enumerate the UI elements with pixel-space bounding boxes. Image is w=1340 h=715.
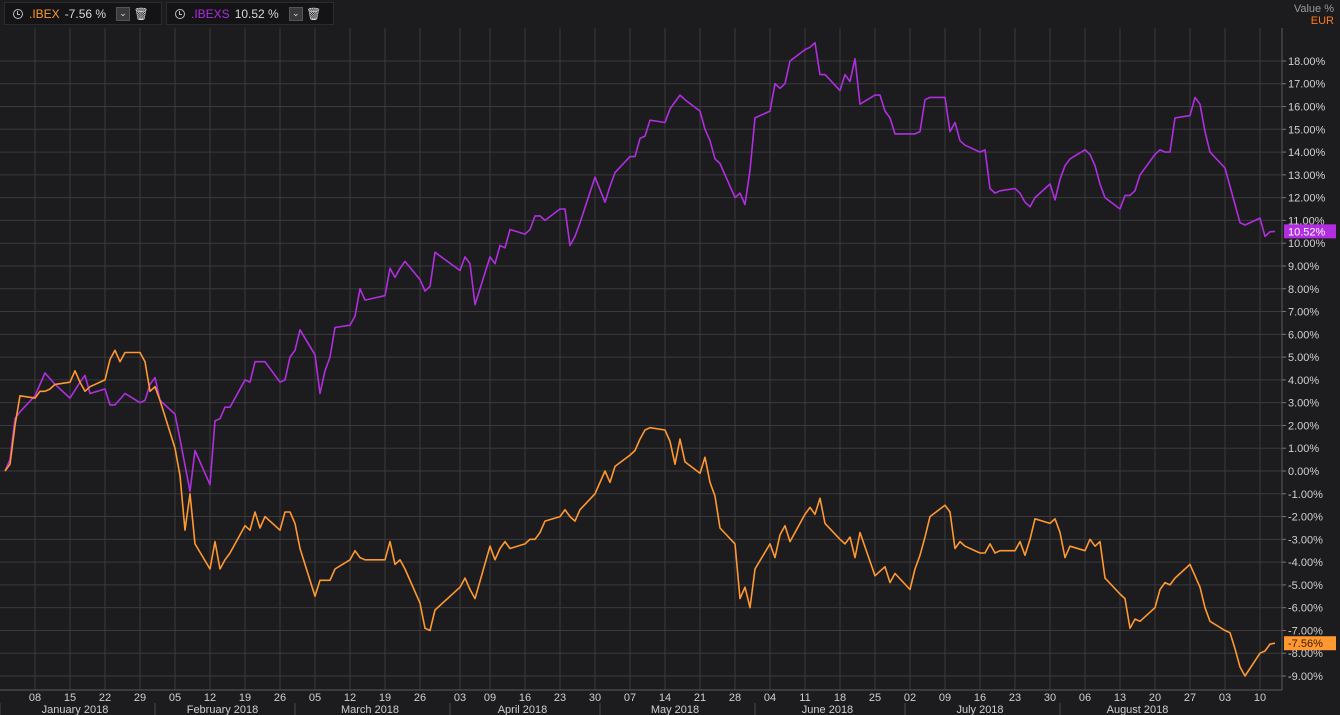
y-tick-label: -7.00% [1288, 625, 1323, 637]
y-tick-label: -4.00% [1288, 557, 1323, 569]
x-tick-label: 19 [379, 692, 391, 704]
end-value-label: 10.52% [1288, 226, 1326, 238]
x-tick-label: 25 [869, 692, 881, 704]
end-value-badge [1284, 636, 1336, 651]
legend-tag-ibex[interactable]: .IBEX -7.56 % ⌄ 🗑 [4, 2, 162, 25]
x-tick-label: 06 [1079, 692, 1091, 704]
month-label: January 2018 [42, 704, 109, 715]
y-tick-label: -2.00% [1288, 512, 1323, 524]
month-label: March 2018 [341, 704, 399, 715]
month-label: July 2018 [956, 704, 1003, 715]
y-tick-label: 17.00% [1288, 79, 1326, 91]
x-tick-label: 26 [414, 692, 426, 704]
x-tick-label: 28 [729, 692, 741, 704]
x-tick-label: 03 [454, 692, 466, 704]
chevron-down-icon[interactable]: ⌄ [288, 6, 303, 21]
month-label: February 2018 [187, 704, 259, 715]
y-tick-label: 12.00% [1288, 193, 1326, 205]
y-tick-label: -8.00% [1288, 648, 1323, 660]
x-tick-label: 09 [939, 692, 951, 704]
legend-symbol: .IBEX [29, 6, 60, 21]
legend-value: 10.52 % [234, 6, 279, 21]
axis-currency-label: EUR [1310, 15, 1334, 27]
x-tick-label: 30 [1044, 692, 1056, 704]
x-tick-label: 03 [1219, 692, 1231, 704]
y-tick-label: -9.00% [1288, 671, 1323, 683]
x-tick-label: 29 [134, 692, 146, 704]
y-tick-label: 15.00% [1288, 124, 1326, 136]
x-tick-label: 13 [1114, 692, 1126, 704]
y-tick-label: -6.00% [1288, 603, 1323, 615]
plot-area [0, 28, 1282, 690]
x-tick-label: 02 [904, 692, 916, 704]
legend-symbol: .IBEXS [191, 6, 230, 21]
x-tick-label: 09 [484, 692, 496, 704]
y-tick-label: 9.00% [1288, 261, 1319, 273]
x-tick-label: 26 [274, 692, 286, 704]
y-tick-label: 1.00% [1288, 443, 1319, 455]
series-line [4, 349, 1276, 677]
chevron-down-icon[interactable]: ⌄ [116, 6, 131, 21]
legend-value: -7.56 % [64, 6, 107, 21]
x-tick-label: 14 [659, 692, 671, 704]
y-tick-label: 5.00% [1288, 352, 1319, 364]
x-tick-label: 23 [1009, 692, 1021, 704]
x-tick-label: 23 [554, 692, 566, 704]
y-tick-label: 4.00% [1288, 375, 1319, 387]
x-tick-label: 12 [344, 692, 356, 704]
x-tick-label: 07 [624, 692, 636, 704]
y-tick-label: 8.00% [1288, 284, 1319, 296]
x-tick-label: 30 [589, 692, 601, 704]
y-tick-label: -3.00% [1288, 534, 1323, 546]
x-tick-label: 27 [1184, 692, 1196, 704]
y-tick-label: 3.00% [1288, 398, 1319, 410]
x-tick-label: 16 [519, 692, 531, 704]
month-label: August 2018 [1107, 704, 1169, 715]
legend-tag-ibexs[interactable]: .IBEXS 10.52 % ⌄ 🗑 [166, 2, 334, 25]
x-tick-label: 11 [799, 692, 810, 704]
x-tick-label: 05 [309, 692, 321, 704]
series-line [4, 41, 1276, 493]
month-label: May 2018 [651, 704, 699, 715]
x-tick-label: 08 [29, 692, 41, 704]
x-tick-label: 18 [834, 692, 846, 704]
clock-icon [13, 8, 23, 19]
series-ibex: -7.56% [4, 349, 1336, 677]
y-tick-label: 18.00% [1288, 56, 1326, 68]
y-tick-label: -1.00% [1288, 489, 1323, 501]
x-tick-label: 10 [1254, 692, 1266, 704]
month-label: April 2018 [498, 704, 548, 715]
x-tick-label: 21 [694, 692, 706, 704]
x-tick-label: 20 [1149, 692, 1161, 704]
clock-icon [175, 8, 185, 19]
y-tick-label: 16.00% [1288, 102, 1326, 114]
trash-icon[interactable]: 🗑 [306, 6, 322, 21]
y-tick-label: 7.00% [1288, 307, 1319, 319]
end-value-badge [1284, 224, 1336, 239]
x-tick-label: 22 [99, 692, 111, 704]
y-tick-label: 6.00% [1288, 329, 1319, 341]
x-tick-label: 19 [239, 692, 251, 704]
y-tick-label: 10.00% [1288, 238, 1326, 250]
y-tick-label: -5.00% [1288, 580, 1323, 592]
axis-unit-label: Value % [1293, 3, 1334, 15]
end-value-label: -7.56% [1288, 638, 1323, 650]
x-tick-label: 16 [974, 692, 986, 704]
series-ibexs: 10.52% [4, 41, 1336, 493]
month-label: June 2018 [802, 704, 853, 715]
x-tick-label: 12 [204, 692, 216, 704]
trash-icon[interactable]: 🗑 [133, 6, 149, 21]
y-tick-label: 13.00% [1288, 170, 1326, 182]
y-tick-label: 0.00% [1288, 466, 1319, 478]
x-tick-label: 05 [169, 692, 181, 704]
x-tick-label: 15 [64, 692, 76, 704]
y-tick-label: 14.00% [1288, 147, 1326, 159]
x-tick-label: 04 [764, 692, 776, 704]
y-tick-label: 2.00% [1288, 420, 1319, 432]
